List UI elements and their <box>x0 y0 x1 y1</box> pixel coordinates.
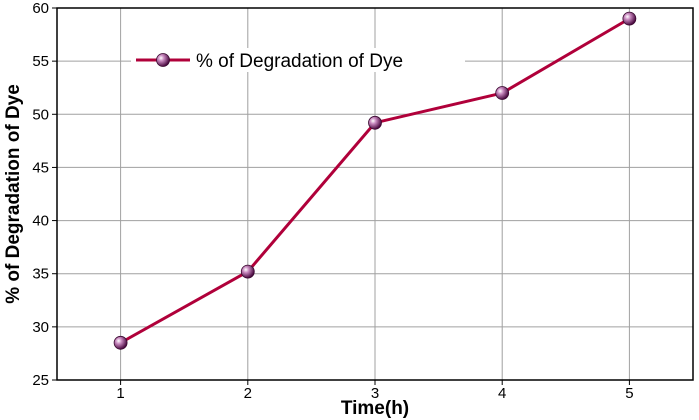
y-axis-title: % of Degradation of Dye <box>3 84 24 304</box>
y-tick-label: 30 <box>32 319 49 336</box>
x-tick-label: 5 <box>625 385 633 402</box>
y-tick-label: 40 <box>32 213 49 230</box>
x-tick-label: 3 <box>371 385 379 402</box>
data-point <box>368 115 382 130</box>
x-axis-title: Time(h) <box>341 398 409 419</box>
x-tick-label: 1 <box>116 385 124 402</box>
data-point <box>240 264 255 279</box>
data-point <box>495 86 510 100</box>
y-tick-label: 60 <box>32 0 49 17</box>
y-tick-label: 25 <box>32 372 49 389</box>
y-tick-label: 45 <box>32 159 49 176</box>
x-tick-label: 4 <box>498 385 506 402</box>
series <box>113 11 637 350</box>
y-tick-label: 35 <box>32 266 49 283</box>
legend: % of Degradation of Dye <box>131 48 465 72</box>
y-tick-label: 50 <box>32 106 49 123</box>
plot-frame <box>56 7 694 381</box>
legend-label: % of Degradation of Dye <box>196 51 403 72</box>
x-tick-label: 2 <box>244 385 252 402</box>
y-tick-label: 55 <box>32 53 49 70</box>
legend-marker <box>156 53 170 67</box>
data-point <box>622 11 637 26</box>
data-point <box>113 335 128 350</box>
